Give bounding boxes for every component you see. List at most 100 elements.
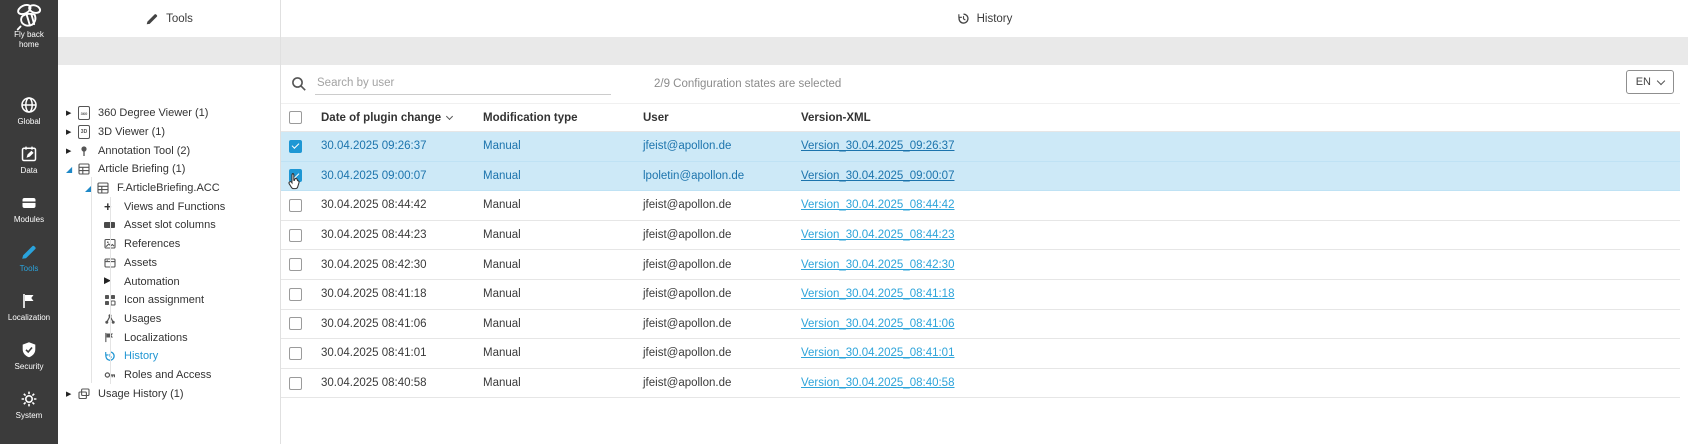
column-header-modification-type[interactable]: Modification type [483, 112, 643, 124]
sidebar-item-data[interactable]: Data [0, 136, 58, 185]
tree-item-label: Usage History (1) [98, 387, 184, 400]
flag-icon [20, 292, 38, 310]
row-checkbox[interactable] [289, 346, 302, 360]
row-date: 30.04.2025 08:41:01 [321, 347, 427, 360]
version-link[interactable]: Version_30.04.2025_08:41:18 [801, 288, 955, 301]
main-sidebar: Fly back home Global Data Modules Tools Loca… [0, 0, 58, 444]
main-panel-band [281, 37, 1688, 65]
search-input[interactable] [315, 73, 611, 95]
sidebar-item-system[interactable]: System [0, 381, 58, 430]
column-header-date[interactable]: Date of plugin change [321, 112, 483, 124]
version-link[interactable]: Version_30.04.2025_09:26:37 [801, 140, 955, 153]
language-label: EN [1635, 76, 1651, 88]
select-all-checkbox[interactable] [289, 111, 302, 124]
flagsm-icon [104, 332, 120, 343]
sidebar-item-localization[interactable]: Localization [0, 283, 58, 332]
tree-item-usage-history-1[interactable]: ▶ Usage History (1) [58, 384, 280, 403]
table-toolbar: 2/9 Configuration states are selected EN [281, 65, 1688, 103]
table-row[interactable]: 30.04.2025 09:26:37 Manual jfeist@apollon.… [281, 132, 1680, 162]
expand-arrow-icon[interactable]: ▶ [66, 109, 72, 118]
search-icon [291, 76, 307, 92]
tree-item-label: F.ArticleBriefing.ACC [117, 182, 220, 195]
tree-item-automation[interactable]: ▶ Automation [58, 272, 280, 291]
column-header-user[interactable]: User [643, 112, 801, 124]
fly-back-home-button[interactable]: Fly back home [7, 0, 51, 87]
table-row[interactable]: 30.04.2025 08:44:23 Manual jfeist@apollon.… [281, 220, 1680, 251]
tree-item-icon-assignment[interactable]: Icon assignment [58, 291, 280, 310]
chevron-down-icon [1656, 76, 1666, 86]
row-user: jfeist@apollon.de [643, 199, 732, 212]
table-row[interactable]: 30.04.2025 08:41:06 Manual jfeist@apollon.… [281, 309, 1680, 340]
row-checkbox[interactable] [289, 258, 302, 272]
sidebar-item-global[interactable]: Global [0, 87, 58, 136]
row-checkbox[interactable] [289, 317, 302, 331]
tree-item-asset-slot-columns[interactable]: Asset slot columns [58, 216, 280, 235]
tree-item-annotation-tool-2[interactable]: ▶ Annotation Tool (2) [58, 141, 280, 160]
row-modification-type: Manual [483, 199, 521, 212]
row-modification-type: Manual [483, 169, 521, 182]
table-row[interactable]: 30.04.2025 08:40:58 Manual jfeist@apollon.… [281, 368, 1680, 399]
row-modification-type: Manual [483, 317, 521, 330]
column-header-user-label: User [643, 111, 669, 124]
key-icon [104, 369, 120, 381]
tree-item-localizations[interactable]: Localizations [58, 328, 280, 347]
grid-icon [78, 163, 94, 175]
tree-item-360-degree-viewer-1[interactable]: ▶ 360 360 Degree Viewer (1) [58, 104, 280, 123]
version-link[interactable]: Version_30.04.2025_08:44:42 [801, 199, 955, 212]
tree-item-3d-viewer-1[interactable]: ▶ 3D 3D Viewer (1) [58, 123, 280, 142]
row-checkbox[interactable] [289, 287, 302, 301]
version-link[interactable]: Version_30.04.2025_08:40:58 [801, 377, 955, 390]
row-modification-type: Manual [483, 377, 521, 390]
tree-item-usages[interactable]: Usages [58, 310, 280, 329]
row-checkbox[interactable] [289, 169, 302, 183]
row-checkbox[interactable] [289, 228, 302, 242]
tree-item-label: Usages [124, 312, 162, 325]
sidebar-item-tools[interactable]: Tools [0, 234, 58, 283]
sidebar-item-security[interactable]: Security [0, 332, 58, 381]
collapse-arrow-icon[interactable]: ◢ [66, 164, 73, 174]
tree-item-article-briefing-1[interactable]: ◢ Article Briefing (1) [58, 160, 280, 179]
row-date: 30.04.2025 08:41:18 [321, 288, 427, 301]
column-header-version-xml[interactable]: Version-XML [801, 112, 1680, 124]
gear-icon [20, 390, 38, 408]
tree-item-label: Assets [124, 256, 158, 269]
tree-panel-band [58, 37, 280, 65]
expand-arrow-icon[interactable]: ▶ [66, 389, 72, 398]
expand-arrow-icon[interactable]: ▶ [66, 146, 72, 155]
plus-icon: + [104, 199, 112, 215]
tree-item-label: Annotation Tool (2) [98, 144, 191, 157]
row-date: 30.04.2025 08:40:58 [321, 377, 427, 390]
table-row[interactable]: 30.04.2025 08:44:42 Manual jfeist@apollon.… [281, 191, 1680, 221]
row-user: jfeist@apollon.de [643, 317, 732, 330]
version-link[interactable]: Version_30.04.2025_09:00:07 [801, 169, 955, 182]
share-icon [104, 313, 120, 325]
column-header-modification-label: Modification type [483, 111, 578, 124]
row-checkbox[interactable] [289, 139, 302, 153]
version-link[interactable]: Version_30.04.2025_08:44:23 [801, 229, 955, 242]
row-date: 30.04.2025 08:44:42 [321, 199, 427, 212]
table-row[interactable]: 30.04.2025 09:00:07 Manual lpoletin@apollo… [281, 161, 1680, 192]
tree-item-f-articlebriefing-acc[interactable]: ◢ F.ArticleBriefing.ACC [58, 179, 280, 198]
globe-icon [20, 96, 38, 114]
doc3d-icon: 3D [78, 125, 94, 140]
table-row[interactable]: 30.04.2025 08:42:30 Manual jfeist@apollon.… [281, 250, 1680, 280]
row-user: lpoletin@apollon.de [643, 169, 745, 182]
language-selector-button[interactable]: EN [1625, 70, 1674, 94]
modules-icon [20, 194, 38, 212]
row-checkbox[interactable] [289, 198, 302, 212]
table-row[interactable]: 30.04.2025 08:41:18 Manual jfeist@apollon.… [281, 279, 1680, 310]
version-link[interactable]: Version_30.04.2025_08:41:06 [801, 317, 955, 330]
row-checkbox[interactable] [289, 376, 302, 390]
table-row[interactable]: 30.04.2025 08:41:01 Manual jfeist@apollon.… [281, 339, 1680, 369]
version-link[interactable]: Version_30.04.2025_08:41:01 [801, 347, 955, 360]
tree-item-label: History [124, 350, 159, 363]
sidebar-item-modules[interactable]: Modules [0, 185, 58, 234]
collapse-arrow-icon[interactable]: ◢ [85, 183, 92, 193]
tree-item-views-and-functions[interactable]: + Views and Functions [58, 197, 280, 216]
version-link[interactable]: Version_30.04.2025_08:42:30 [801, 258, 955, 271]
grid-icon [97, 182, 113, 194]
sidebar-item-label: System [15, 411, 43, 421]
row-modification-type: Manual [483, 258, 521, 271]
expand-arrow-icon[interactable]: ▶ [66, 128, 72, 137]
row-date: 30.04.2025 08:42:30 [321, 258, 427, 271]
